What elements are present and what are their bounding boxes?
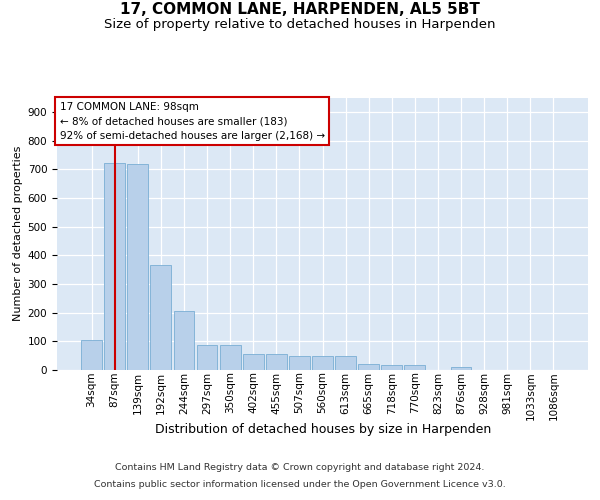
Bar — [104, 163, 125, 370]
Bar — [127, 164, 148, 370]
Bar — [266, 354, 287, 370]
Text: Distribution of detached houses by size in Harpenden: Distribution of detached houses by size … — [155, 422, 491, 436]
Bar — [312, 356, 333, 370]
Text: Size of property relative to detached houses in Harpenden: Size of property relative to detached ho… — [104, 18, 496, 31]
Bar — [451, 366, 472, 370]
Text: 17, COMMON LANE, HARPENDEN, AL5 5BT: 17, COMMON LANE, HARPENDEN, AL5 5BT — [120, 2, 480, 18]
Bar — [81, 340, 102, 370]
Bar — [289, 356, 310, 370]
Text: Contains HM Land Registry data © Crown copyright and database right 2024.: Contains HM Land Registry data © Crown c… — [115, 464, 485, 472]
Bar — [220, 345, 241, 370]
Bar — [243, 354, 263, 370]
Text: Contains public sector information licensed under the Open Government Licence v3: Contains public sector information licen… — [94, 480, 506, 489]
Bar — [358, 364, 379, 370]
Bar — [151, 266, 171, 370]
Bar — [404, 365, 425, 370]
Bar — [382, 365, 402, 370]
Bar — [173, 311, 194, 370]
Text: 17 COMMON LANE: 98sqm
← 8% of detached houses are smaller (183)
92% of semi-deta: 17 COMMON LANE: 98sqm ← 8% of detached h… — [59, 102, 325, 141]
Y-axis label: Number of detached properties: Number of detached properties — [13, 146, 23, 322]
Bar — [197, 345, 217, 370]
Bar — [335, 356, 356, 370]
